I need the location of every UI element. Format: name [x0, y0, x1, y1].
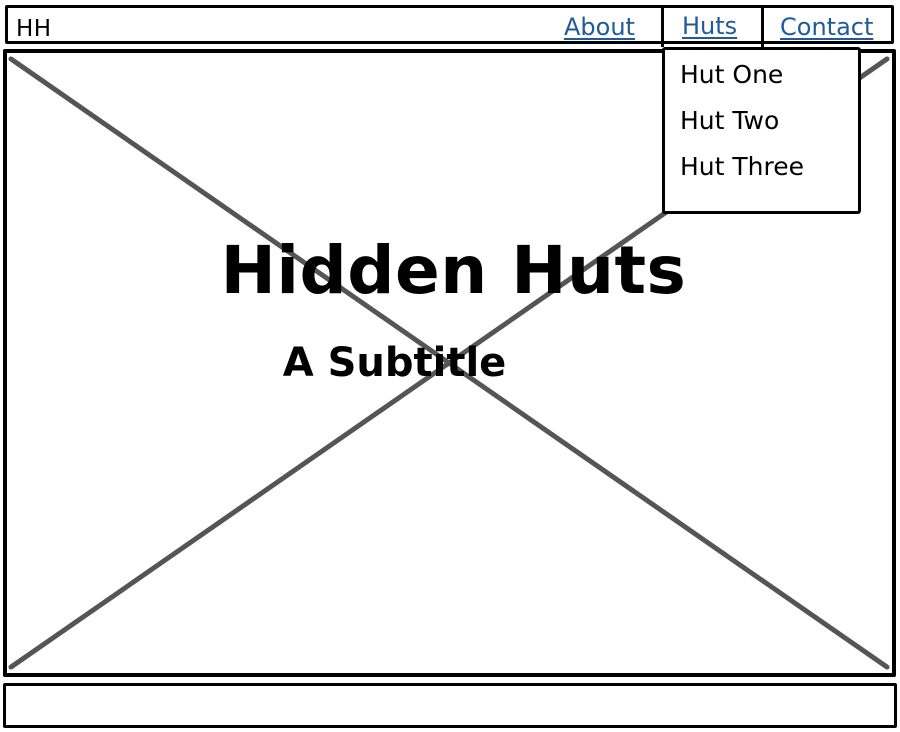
nav-link-contact[interactable]: Contact [780, 13, 874, 41]
hero-title: Hidden Huts [220, 232, 687, 309]
footer-bar [3, 683, 897, 728]
nav-link-about[interactable]: About [564, 13, 635, 41]
nav-link-huts[interactable]: Huts [682, 12, 738, 40]
nav-tab-huts[interactable]: Huts [661, 5, 764, 47]
dropdown-item-hut-one[interactable]: Hut One [680, 60, 784, 89]
brand-logo-text[interactable]: HH [16, 16, 52, 42]
top-navbar: HH About Huts Contact [5, 5, 894, 47]
huts-dropdown-menu: Hut One Hut Two Hut Three [662, 47, 861, 214]
dropdown-item-hut-two[interactable]: Hut Two [680, 106, 780, 135]
dropdown-item-hut-three[interactable]: Hut Three [680, 152, 804, 181]
hero-subtitle: A Subtitle [282, 340, 507, 386]
